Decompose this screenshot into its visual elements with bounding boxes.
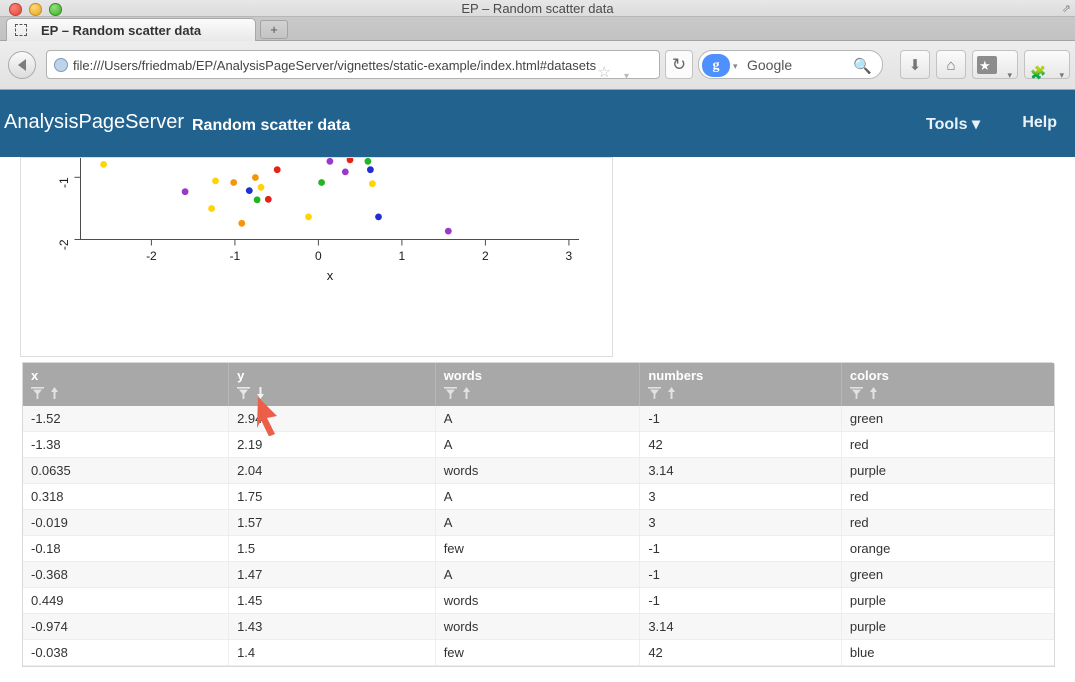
svg-text:-1: -1 [57, 177, 71, 188]
svg-text:-1: -1 [230, 249, 241, 263]
svg-text:x: x [327, 268, 334, 283]
svg-text:0: 0 [315, 249, 322, 263]
svg-text:1: 1 [399, 249, 406, 263]
svg-text:-2: -2 [146, 249, 157, 263]
svg-text:3: 3 [566, 249, 573, 263]
svg-text:-2: -2 [57, 239, 71, 250]
svg-text:2: 2 [482, 249, 489, 263]
